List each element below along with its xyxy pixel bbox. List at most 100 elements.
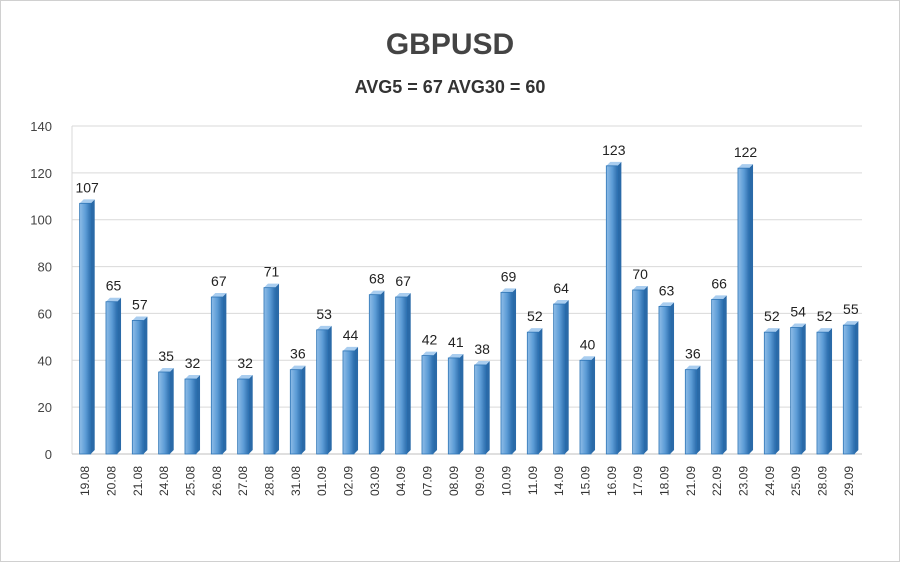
bar-side	[485, 360, 490, 454]
bar-top	[658, 302, 675, 307]
bar-side	[90, 199, 95, 454]
data-label: 63	[659, 282, 675, 298]
bar-top	[843, 321, 859, 326]
bar-top	[553, 300, 569, 305]
bar-front	[605, 165, 618, 455]
bar-front	[263, 287, 276, 455]
bar	[632, 286, 648, 455]
bar-side	[564, 300, 569, 454]
data-label: 32	[185, 355, 201, 371]
data-label: 123	[602, 142, 626, 158]
bar	[342, 346, 359, 455]
x-tick-label: 23.09	[737, 466, 751, 496]
bar-front	[342, 350, 355, 455]
bar	[316, 325, 332, 455]
data-label: 122	[734, 144, 758, 160]
bar	[526, 328, 543, 455]
bar-top	[685, 365, 701, 370]
chart-subtitle: AVG5 = 67 AVG30 = 60	[354, 77, 546, 97]
data-label: 35	[158, 348, 174, 364]
bar-side	[801, 323, 806, 454]
bar	[395, 293, 411, 455]
bar-front	[289, 369, 302, 455]
bar-top	[290, 365, 306, 370]
data-label: 38	[474, 341, 490, 357]
bar-top	[369, 290, 385, 295]
x-tick-label: 14.09	[552, 466, 566, 496]
data-label: 41	[448, 334, 464, 350]
y-tick-label: 40	[38, 353, 52, 368]
bar-top	[132, 316, 148, 321]
data-label: 54	[790, 303, 806, 319]
bar-top	[579, 356, 596, 361]
bar-side	[275, 283, 280, 454]
x-tick-label: 19.08	[78, 466, 92, 496]
x-tick-label: 20.08	[105, 466, 119, 496]
x-tick-label: 08.09	[447, 466, 461, 496]
bar-top	[395, 293, 411, 298]
data-label: 67	[395, 273, 411, 289]
bar-front	[842, 324, 855, 455]
bar	[579, 356, 596, 455]
bar	[816, 328, 833, 455]
data-label: 53	[316, 306, 332, 322]
bar-top	[237, 375, 253, 380]
bar	[737, 164, 754, 455]
x-tick-label: 22.09	[710, 466, 724, 496]
data-label: 44	[343, 327, 359, 343]
bar-side	[459, 353, 464, 454]
x-tick-label: 25.08	[184, 466, 198, 496]
x-tick-label: 16.09	[605, 466, 619, 496]
bar	[105, 297, 122, 455]
y-tick-label: 120	[30, 166, 52, 181]
x-axis: 19.08 20.08 21.08 24.08 25.08 26.08 27.08 28.08…	[78, 466, 856, 496]
bar	[210, 293, 227, 455]
bar-front	[79, 202, 92, 455]
bar-side	[354, 346, 359, 454]
bar-side	[722, 295, 727, 454]
bar-front	[763, 331, 776, 455]
bar-front	[184, 378, 197, 455]
bar-side	[327, 325, 332, 454]
data-label: 65	[106, 278, 122, 294]
bar-front	[632, 289, 645, 455]
bar-side	[591, 356, 596, 454]
data-labels: 107 65 57 35 32 67 32 71 36 53 44 68 67 42 41 38 69 52 64 4…	[75, 142, 858, 371]
bar-top	[474, 360, 490, 365]
bar	[605, 161, 622, 455]
bar	[368, 290, 385, 455]
bar	[289, 365, 306, 455]
bar-top	[816, 328, 833, 333]
bar-top	[211, 293, 227, 298]
bar-side	[169, 368, 174, 454]
bar-side	[380, 290, 385, 454]
bar	[237, 375, 253, 455]
bar	[684, 365, 701, 455]
x-tick-label: 24.09	[763, 466, 777, 496]
bar-front	[474, 364, 487, 455]
x-tick-label: 04.09	[394, 466, 408, 496]
bar-top	[421, 351, 438, 356]
data-label: 70	[632, 266, 648, 282]
bar-side	[512, 288, 517, 454]
bar-top	[606, 161, 622, 166]
bar-front	[658, 305, 671, 455]
x-tick-label: 10.09	[500, 466, 514, 496]
bar-side	[196, 375, 201, 454]
bar	[474, 360, 490, 455]
bar-front	[711, 298, 724, 455]
y-axis: 0 20 40 60 80 100 120 140	[30, 119, 862, 462]
x-tick-label: 26.08	[210, 466, 224, 496]
data-label: 36	[290, 346, 306, 362]
x-tick-label: 18.09	[658, 466, 672, 496]
y-tick-label: 140	[30, 119, 52, 134]
x-tick-label: 24.08	[157, 466, 171, 496]
bar-front	[105, 301, 118, 455]
bar-top	[184, 375, 201, 380]
bar-top	[263, 283, 280, 288]
data-label: 52	[527, 308, 543, 324]
bar-top	[632, 286, 648, 290]
data-label: 68	[369, 271, 385, 287]
bar-side	[749, 164, 754, 454]
